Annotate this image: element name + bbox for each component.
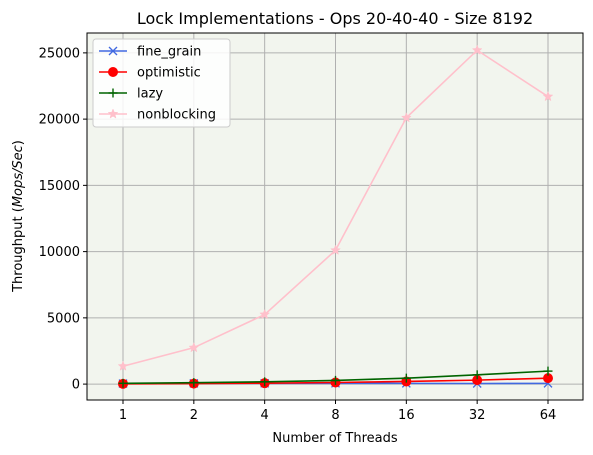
legend-label: fine_grain <box>137 45 201 60</box>
y-axis-label-prefix: Throughput ( <box>11 207 26 293</box>
x-tick-label: 4 <box>261 408 269 423</box>
y-tick-label: 25000 <box>39 46 80 61</box>
y-tick-label: 5000 <box>47 311 80 326</box>
x-tick-label: 64 <box>540 408 557 423</box>
x-tick-label: 32 <box>469 408 486 423</box>
y-tick-label: 20000 <box>39 113 80 128</box>
legend: fine_grain optimistic lazy nonblocking <box>93 39 230 127</box>
y-axis-label-suffix: ) <box>11 140 26 145</box>
chart-title: Lock Implementations - Ops 20-40-40 - Si… <box>137 9 533 28</box>
x-tick-label: 2 <box>190 408 198 423</box>
legend-label: nonblocking <box>137 108 216 123</box>
x-tick-label: 8 <box>331 408 339 423</box>
y-axis: 0 5000 10000 15000 20000 25000 <box>39 46 87 392</box>
x-axis: 1 2 4 8 16 32 64 <box>119 400 556 423</box>
x-tick-label: 1 <box>119 408 127 423</box>
legend-label: optimistic <box>137 66 201 81</box>
x-axis-label: Number of Threads <box>272 431 397 446</box>
y-tick-label: 10000 <box>39 245 80 260</box>
legend-label: lazy <box>137 87 163 102</box>
x-tick-label: 16 <box>398 408 415 423</box>
legend-marker <box>109 68 118 77</box>
y-axis-label: Throughput (Mops/Sec) <box>11 140 26 293</box>
y-axis-label-unit: Mops/Sec <box>11 145 26 207</box>
y-tick-label: 15000 <box>39 179 80 194</box>
y-tick-label: 0 <box>72 378 80 393</box>
